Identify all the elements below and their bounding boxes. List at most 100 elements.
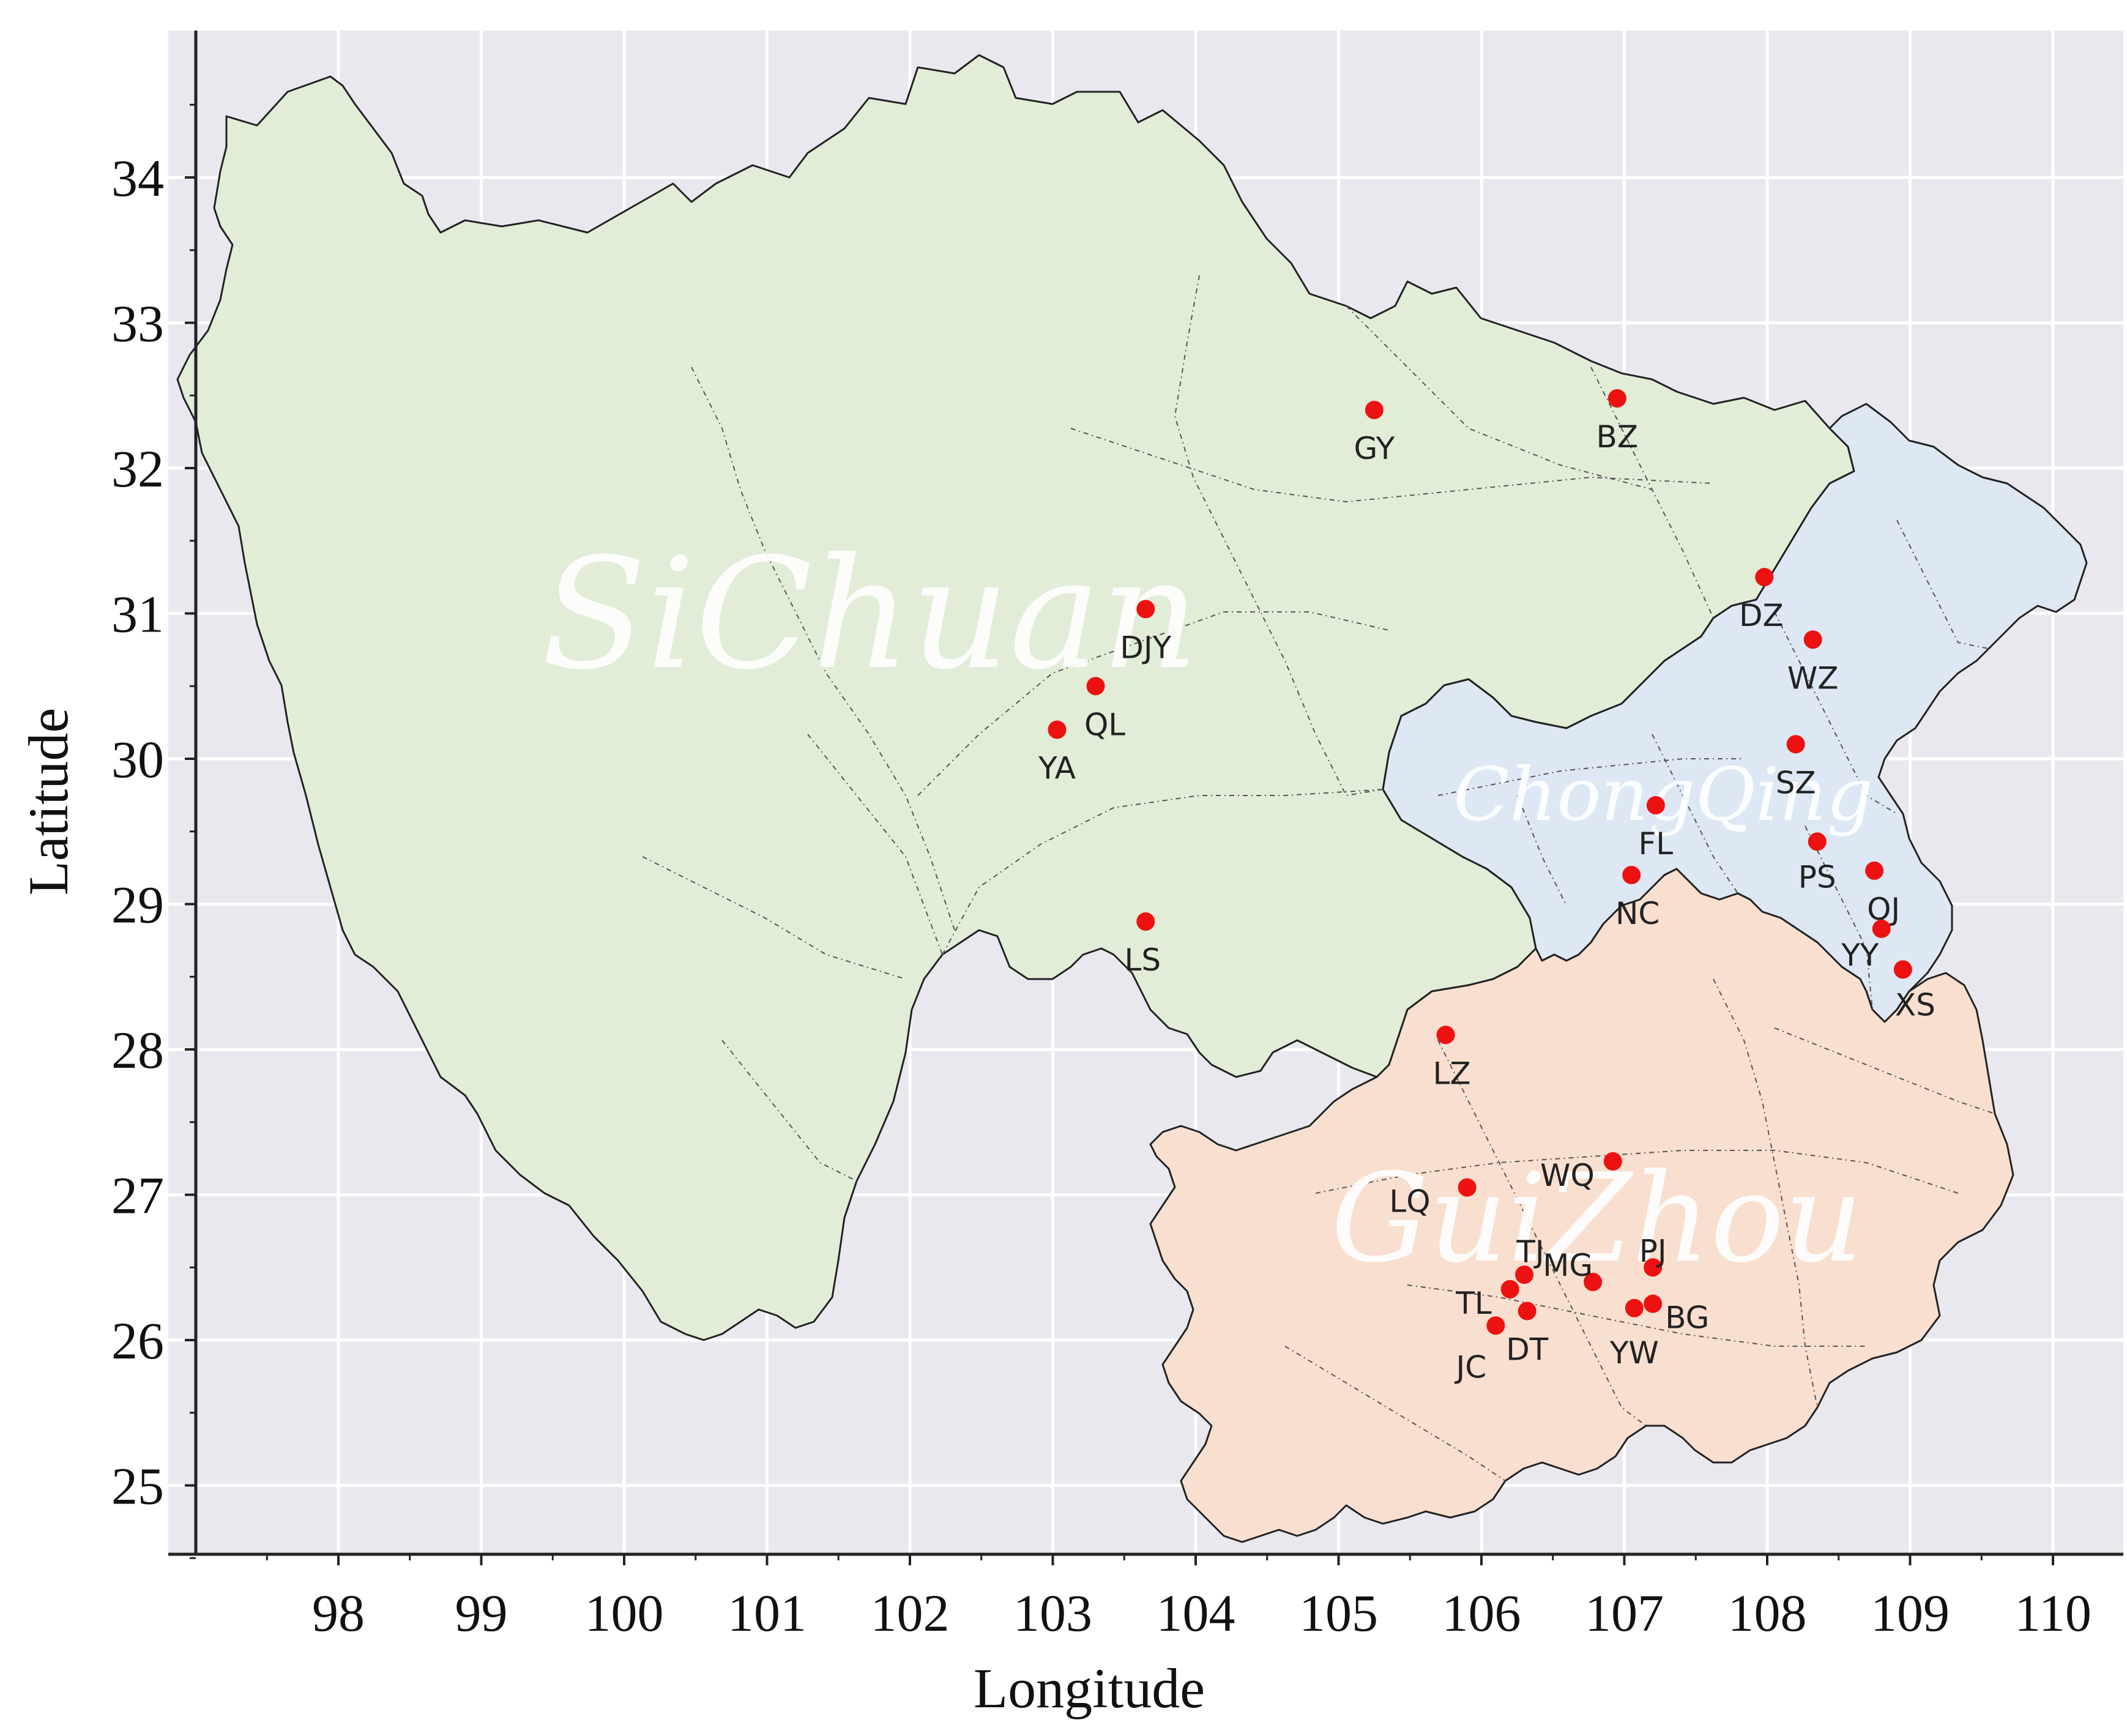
site-marker[interactable] xyxy=(1458,1178,1477,1197)
site-label: YA xyxy=(1038,751,1076,786)
site-label: JC xyxy=(1455,1349,1487,1385)
site-mg[interactable]: MG xyxy=(1543,1248,1603,1291)
site-marker[interactable] xyxy=(1803,630,1822,649)
site-label: DZ xyxy=(1739,598,1784,633)
site-label: MG xyxy=(1543,1248,1593,1283)
site-marker[interactable] xyxy=(1786,735,1805,754)
site-marker[interactable] xyxy=(1603,1152,1622,1171)
site-pj[interactable]: PJ xyxy=(1639,1233,1667,1277)
site-marker[interactable] xyxy=(1808,832,1827,851)
site-marker[interactable] xyxy=(1644,1294,1663,1313)
y-tick-label: 26 xyxy=(111,1311,164,1370)
x-tick-label: 100 xyxy=(585,1584,664,1642)
site-marker[interactable] xyxy=(1048,720,1067,739)
region-label-chongqing: ChongQing xyxy=(1453,753,1873,838)
y-tick-label: 31 xyxy=(111,585,164,644)
y-tick-label: 27 xyxy=(111,1166,164,1225)
site-marker[interactable] xyxy=(1865,861,1884,880)
site-marker[interactable] xyxy=(1515,1265,1534,1284)
region-labels: SiChuan ChongQing GuiZhou xyxy=(542,525,1873,1290)
site-marker[interactable] xyxy=(1486,1316,1505,1335)
y-tick-label: 28 xyxy=(111,1021,164,1079)
site-label: FL xyxy=(1639,826,1674,862)
x-tick-label: 107 xyxy=(1585,1584,1664,1642)
site-marker[interactable] xyxy=(1622,866,1641,884)
site-label: QL xyxy=(1084,707,1125,742)
site-yw[interactable]: YW xyxy=(1609,1298,1659,1371)
site-marker[interactable] xyxy=(1872,919,1891,938)
site-label: PJ xyxy=(1639,1233,1667,1268)
site-nc[interactable]: NC xyxy=(1615,866,1660,931)
site-wq[interactable]: WQ xyxy=(1540,1152,1622,1193)
site-label: BG xyxy=(1665,1300,1709,1336)
site-dz[interactable]: DZ xyxy=(1739,568,1784,633)
site-marker[interactable] xyxy=(1136,912,1155,931)
site-ql[interactable]: QL xyxy=(1084,677,1125,742)
site-ls[interactable]: LS xyxy=(1124,912,1161,978)
site-marker[interactable] xyxy=(1646,796,1665,814)
y-tick-label: 32 xyxy=(111,439,164,498)
x-tick-label: 109 xyxy=(1871,1584,1950,1642)
site-label: PS xyxy=(1798,859,1836,895)
site-marker[interactable] xyxy=(1625,1298,1644,1317)
site-jc[interactable]: JC xyxy=(1455,1316,1505,1385)
site-label: BZ xyxy=(1596,419,1639,455)
site-fl[interactable]: FL xyxy=(1639,796,1674,862)
site-lz[interactable]: LZ xyxy=(1433,1026,1471,1091)
site-gy[interactable]: GY xyxy=(1354,401,1395,466)
site-dt[interactable]: DT xyxy=(1506,1302,1549,1368)
region-label-sichuan: SiChuan xyxy=(542,525,1199,703)
x-tick-label: 105 xyxy=(1299,1584,1378,1642)
site-ya[interactable]: YA xyxy=(1038,720,1076,786)
x-tick-label: 110 xyxy=(2014,1584,2092,1642)
y-tick-label: 25 xyxy=(111,1457,164,1516)
site-sz[interactable]: SZ xyxy=(1776,735,1816,800)
site-marker[interactable] xyxy=(1644,1258,1663,1277)
site-tl[interactable]: TL xyxy=(1455,1280,1519,1321)
site-marker[interactable] xyxy=(1518,1302,1537,1321)
axes: 98 99 100 101 102 103 104 105 106 107 108 109 110 25 2… xyxy=(17,31,2123,1719)
site-label: LQ xyxy=(1389,1184,1430,1220)
region-guizhou[interactable] xyxy=(1149,868,2014,1543)
site-marker[interactable] xyxy=(1755,568,1774,587)
site-ps[interactable]: PS xyxy=(1798,832,1836,895)
site-label: XS xyxy=(1895,987,1935,1023)
x-tick-label: 106 xyxy=(1442,1584,1521,1642)
site-bg[interactable]: BG xyxy=(1644,1294,1709,1336)
site-marker[interactable] xyxy=(1500,1280,1519,1298)
site-tj[interactable]: TJ xyxy=(1515,1234,1544,1284)
site-label: LZ xyxy=(1433,1056,1471,1091)
site-label: TJ xyxy=(1516,1234,1544,1270)
site-label: SZ xyxy=(1776,765,1816,800)
site-label: LS xyxy=(1124,942,1161,978)
site-xs[interactable]: XS xyxy=(1893,960,1935,1023)
site-marker[interactable] xyxy=(1607,389,1626,408)
site-marker[interactable] xyxy=(1893,960,1912,979)
site-label: DT xyxy=(1506,1332,1549,1368)
x-tick-label: 102 xyxy=(871,1584,950,1642)
y-tick-label: 29 xyxy=(111,876,164,934)
y-axis-title: Latitude xyxy=(17,708,80,896)
site-label: DJY xyxy=(1120,630,1171,665)
site-marker[interactable] xyxy=(1086,677,1105,696)
site-yy[interactable]: YY xyxy=(1841,919,1891,973)
site-marker[interactable] xyxy=(1136,600,1155,619)
admin-boundaries xyxy=(642,275,1995,1481)
y-tick-label: 30 xyxy=(111,730,164,789)
site-label: YW xyxy=(1609,1335,1659,1371)
x-axis-title: Longitude xyxy=(974,1657,1205,1719)
site-marker[interactable] xyxy=(1584,1273,1603,1291)
site-lq[interactable]: LQ xyxy=(1389,1178,1477,1220)
site-bz[interactable]: BZ xyxy=(1596,389,1639,455)
site-djy[interactable]: DJY xyxy=(1120,600,1172,665)
site-marker[interactable] xyxy=(1365,401,1384,419)
site-label: NC xyxy=(1615,896,1660,931)
site-marker[interactable] xyxy=(1436,1026,1455,1045)
y-tick-label: 34 xyxy=(111,149,164,207)
x-tick-label: 104 xyxy=(1157,1584,1235,1642)
site-wz[interactable]: WZ xyxy=(1787,630,1839,696)
x-tick-label: 101 xyxy=(728,1584,806,1642)
region-label-guizhou: GuiZhou xyxy=(1331,1147,1863,1290)
